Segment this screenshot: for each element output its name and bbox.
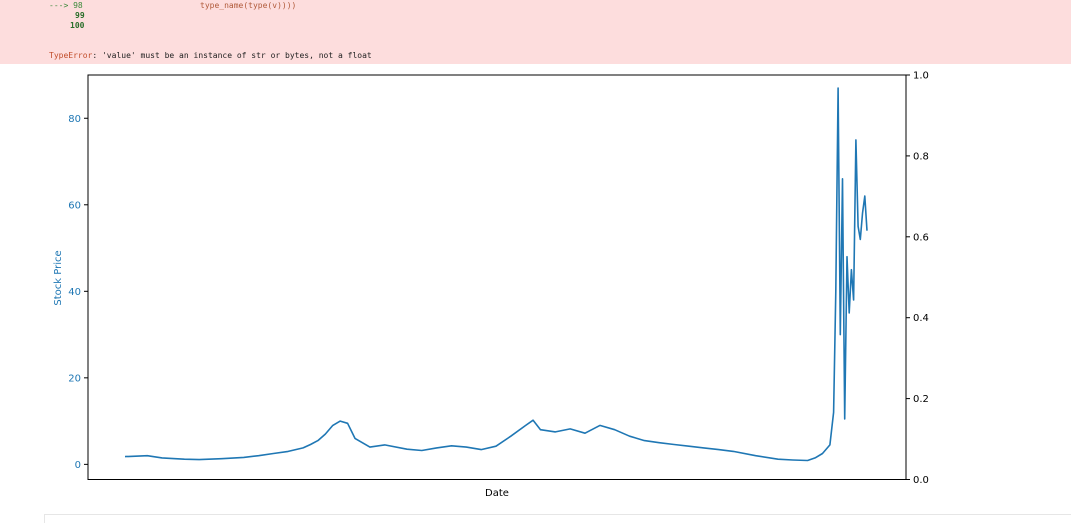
next-cell-border — [44, 514, 1071, 523]
plot-frame — [87, 74, 907, 480]
series-line-0 — [124, 87, 868, 462]
traceback-line-99: 99 — [75, 11, 85, 20]
y-tick-label: 80 — [68, 114, 81, 125]
traceback-arrow-line: ---> 98 — [49, 1, 83, 10]
y2-tick-label: 1.0 — [913, 71, 929, 82]
stock-price-chart: 0 20 40 60 80 0.0 0.2 0.4 0.6 0.8 1.0 Date Stock … — [53, 71, 929, 500]
error-line: TypeError: 'value' must be an instance o… — [49, 51, 372, 60]
y2-tick-label: 0.6 — [913, 232, 929, 243]
traceback-code: type_name(type(v)))) — [200, 1, 297, 10]
y-tick-label: 40 — [68, 287, 81, 298]
error-message: : 'value' must be an instance of str or … — [92, 51, 372, 60]
y-tick-label: 20 — [68, 373, 81, 384]
series-layer — [124, 87, 868, 462]
error-type: TypeError — [49, 51, 93, 60]
error-output: ---> 98 type_name(type(v)))) 99 100 Type… — [0, 0, 1071, 64]
y-axis-label: Stock Price — [53, 250, 64, 305]
y2-tick-label: 0.2 — [913, 394, 929, 405]
x-axis-label: Date — [485, 488, 509, 499]
y2-tick-label: 0.4 — [913, 313, 929, 324]
left-y-axis: 0 20 40 60 80 — [68, 114, 88, 471]
right-y-axis: 0.0 0.2 0.4 0.6 0.8 1.0 — [906, 71, 929, 486]
y-tick-label: 0 — [75, 460, 81, 471]
y2-tick-label: 0.8 — [913, 151, 929, 162]
traceback-line-100: 100 — [70, 21, 85, 30]
y2-tick-label: 0.0 — [913, 475, 929, 486]
y-tick-label: 60 — [68, 200, 81, 211]
